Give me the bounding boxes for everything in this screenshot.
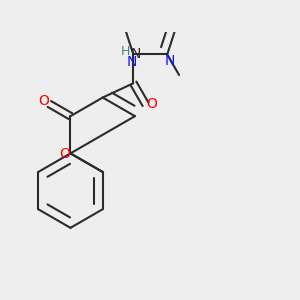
Text: O: O — [146, 97, 157, 111]
Text: O: O — [59, 147, 70, 161]
Text: O: O — [39, 94, 50, 108]
Text: H: H — [121, 45, 130, 58]
Text: N: N — [127, 55, 137, 69]
Text: N: N — [131, 47, 141, 61]
Text: N: N — [165, 54, 175, 68]
